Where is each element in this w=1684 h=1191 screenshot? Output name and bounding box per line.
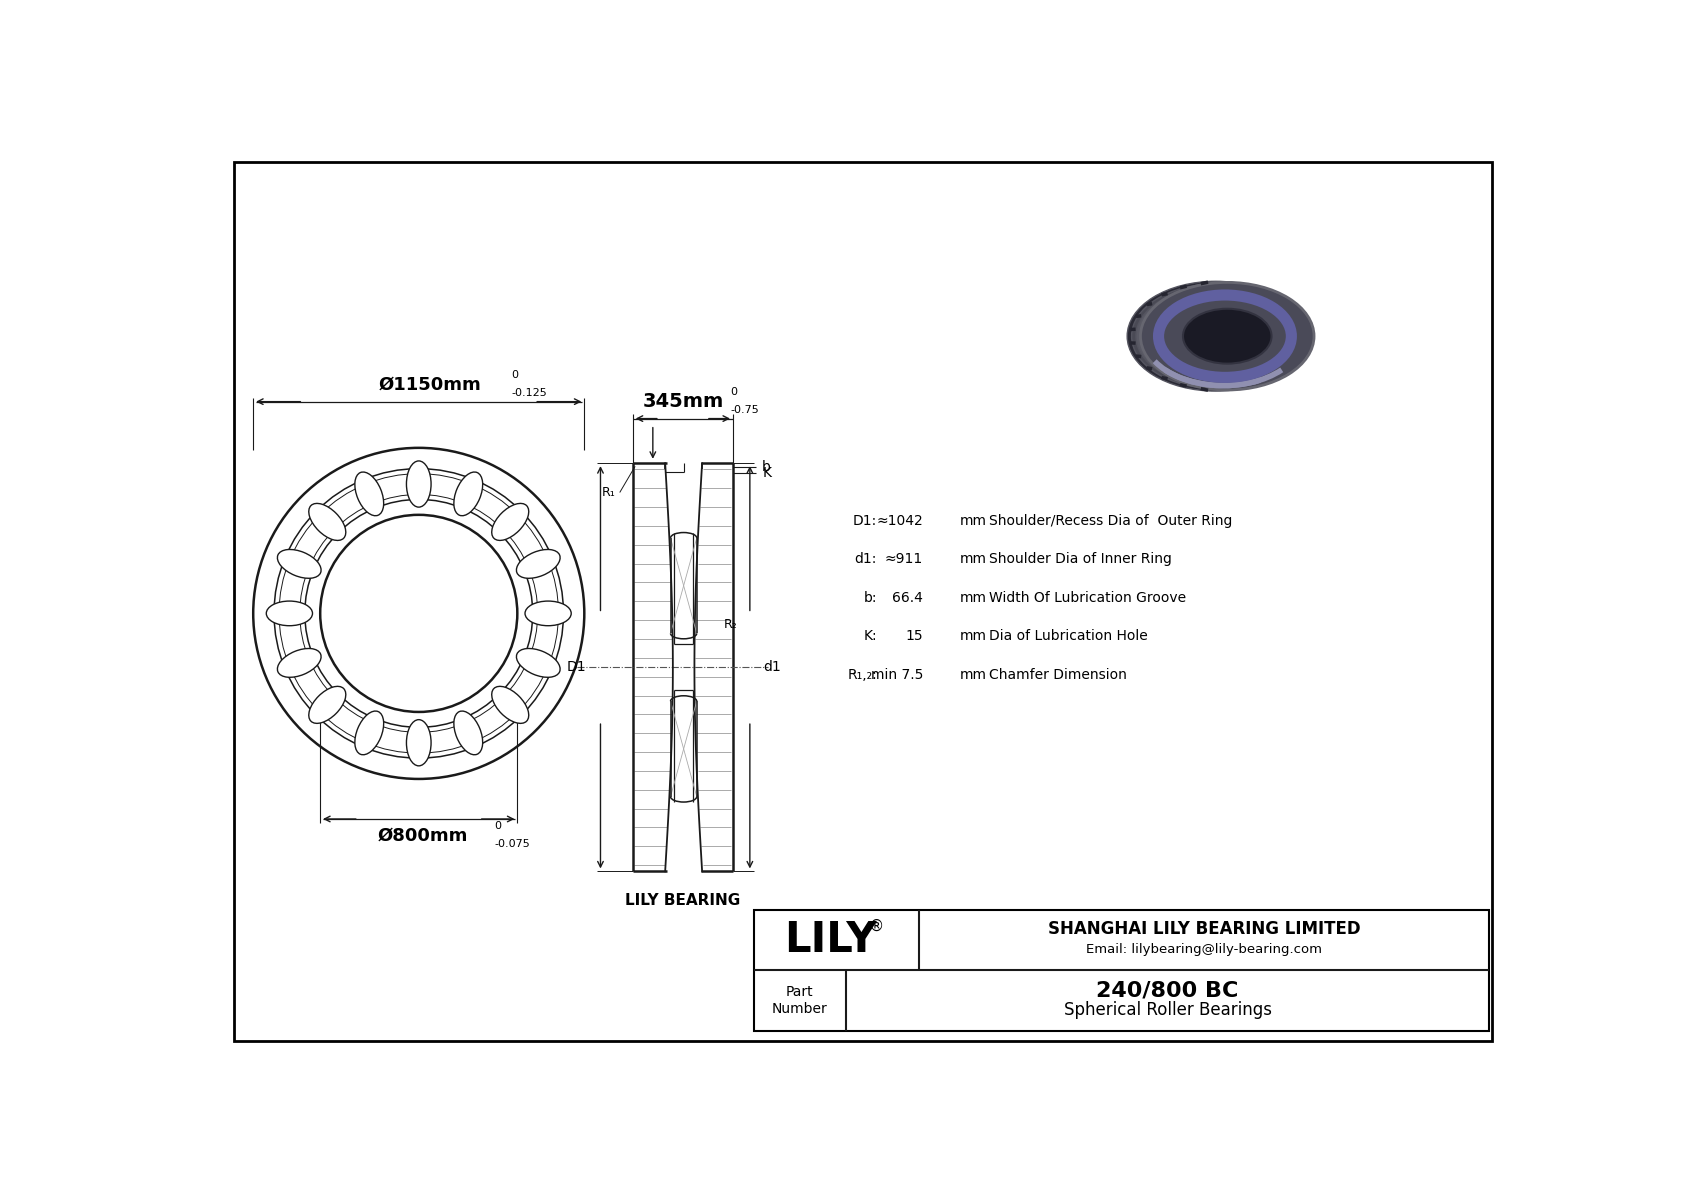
Text: D1:: D1: [852, 515, 877, 528]
Text: mm: mm [960, 515, 987, 528]
Ellipse shape [355, 711, 384, 755]
Ellipse shape [278, 549, 322, 579]
Ellipse shape [517, 648, 561, 678]
Ellipse shape [253, 448, 584, 779]
Ellipse shape [1127, 287, 1305, 385]
Text: 345mm: 345mm [642, 392, 724, 411]
Text: -0.75: -0.75 [731, 405, 759, 414]
Text: ®: ® [869, 918, 884, 934]
Text: Ø1150mm: Ø1150mm [379, 375, 482, 394]
Ellipse shape [274, 468, 564, 759]
Text: Part
Number: Part Number [771, 985, 829, 1016]
Ellipse shape [266, 601, 313, 625]
Text: -0.075: -0.075 [493, 838, 530, 849]
Text: mm: mm [960, 591, 987, 605]
Text: mm: mm [960, 630, 987, 643]
Text: LILY: LILY [785, 919, 877, 961]
Text: Shoulder/Recess Dia of  Outer Ring: Shoulder/Recess Dia of Outer Ring [989, 515, 1233, 528]
Text: Ø800mm: Ø800mm [377, 827, 468, 844]
Ellipse shape [455, 472, 483, 516]
Text: Dia of Lubrication Hole: Dia of Lubrication Hole [989, 630, 1147, 643]
Ellipse shape [1132, 283, 1300, 388]
Text: mm: mm [960, 668, 987, 682]
Text: mm: mm [960, 553, 987, 567]
Ellipse shape [308, 686, 345, 723]
Text: min 7.5: min 7.5 [871, 668, 923, 682]
Ellipse shape [1140, 282, 1314, 389]
Ellipse shape [308, 504, 345, 541]
Text: 240/800 BC: 240/800 BC [1096, 980, 1239, 1000]
Bar [754, 910, 1489, 1030]
Text: 15: 15 [906, 630, 923, 643]
Text: K: K [763, 466, 771, 480]
Ellipse shape [455, 711, 483, 755]
Text: K:: K: [864, 630, 877, 643]
Text: b:: b: [864, 591, 877, 605]
Ellipse shape [1127, 281, 1305, 391]
Text: R₁,₂:: R₁,₂: [847, 668, 877, 682]
Ellipse shape [1137, 287, 1295, 386]
Ellipse shape [278, 648, 322, 678]
Text: Spherical Roller Bearings: Spherical Roller Bearings [1064, 1000, 1271, 1018]
Ellipse shape [1182, 308, 1271, 363]
Text: Email: lilybearing@lily-bearing.com: Email: lilybearing@lily-bearing.com [1086, 943, 1322, 956]
Text: Shoulder Dia of Inner Ring: Shoulder Dia of Inner Ring [989, 553, 1172, 567]
Ellipse shape [492, 686, 529, 723]
Text: ≈911: ≈911 [884, 553, 923, 567]
Text: R₁: R₁ [603, 486, 616, 499]
Text: Width Of Lubrication Groove: Width Of Lubrication Groove [989, 591, 1186, 605]
Text: R₂: R₂ [724, 618, 738, 631]
Text: 0: 0 [731, 387, 738, 397]
Ellipse shape [305, 499, 532, 728]
Text: 0: 0 [493, 822, 502, 831]
Text: Chamfer Dimension: Chamfer Dimension [989, 668, 1127, 682]
Ellipse shape [517, 549, 561, 579]
Text: d1:: d1: [854, 553, 877, 567]
Text: 0: 0 [512, 370, 519, 380]
Text: d1: d1 [765, 660, 781, 674]
Text: 66.4: 66.4 [893, 591, 923, 605]
Text: LILY BEARING: LILY BEARING [625, 893, 741, 908]
Ellipse shape [355, 472, 384, 516]
Text: ≈1042: ≈1042 [876, 515, 923, 528]
Ellipse shape [406, 461, 431, 507]
Text: -0.125: -0.125 [512, 388, 547, 398]
Text: D1: D1 [568, 660, 586, 674]
Text: b: b [763, 460, 771, 474]
Ellipse shape [406, 719, 431, 766]
Ellipse shape [320, 515, 517, 712]
Ellipse shape [525, 601, 571, 625]
Ellipse shape [1170, 291, 1261, 382]
Ellipse shape [492, 504, 529, 541]
Text: SHANGHAI LILY BEARING LIMITED: SHANGHAI LILY BEARING LIMITED [1047, 921, 1361, 939]
